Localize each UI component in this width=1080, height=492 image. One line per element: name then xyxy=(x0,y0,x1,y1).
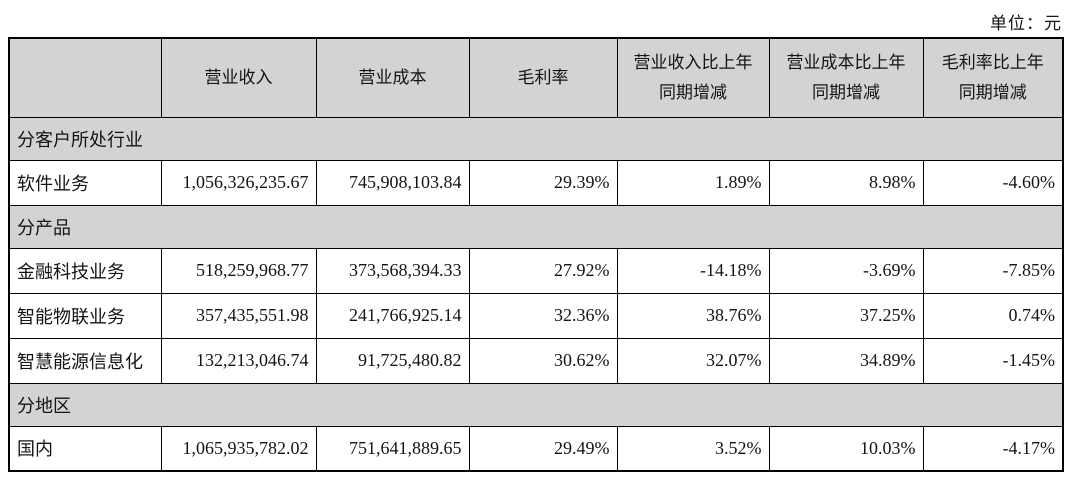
table-row: 软件业务 1,056,326,235.67 745,908,103.84 29.39%… xyxy=(8,159,1064,206)
value-cell: 241,766,925.14 xyxy=(315,292,470,339)
row-label: 国内 xyxy=(8,425,162,472)
value-cell: 751,641,889.65 xyxy=(315,425,470,472)
section-row: 分客户所处行业 xyxy=(8,116,1064,161)
header-cell-empty xyxy=(8,37,162,118)
value-cell: -3.69% xyxy=(768,247,924,294)
table-row: 国内 1,065,935,782.02 751,641,889.65 29.49% 3.… xyxy=(8,425,1064,472)
value-cell: 27.92% xyxy=(468,247,618,294)
value-cell: 10.03% xyxy=(768,425,924,472)
value-cell: -1.45% xyxy=(922,337,1064,384)
financial-breakdown-table: 营业收入 营业成本 毛利率 营业收入比上年同期增减 营业成本比上年同期增减 毛利率比上年同… xyxy=(8,37,1064,472)
section-row: 分地区 xyxy=(8,382,1064,427)
table-row: 智能物联业务 357,435,551.98 241,766,925.14 32.36%… xyxy=(8,292,1064,339)
table-header: 营业收入 营业成本 毛利率 营业收入比上年同期增减 营业成本比上年同期增减 毛利率比上年同… xyxy=(8,37,1064,118)
header-cell: 营业成本 xyxy=(315,37,470,118)
value-cell: 29.49% xyxy=(468,425,618,472)
value-cell: -4.60% xyxy=(922,159,1064,206)
value-cell: -14.18% xyxy=(616,247,770,294)
row-label: 软件业务 xyxy=(8,159,162,206)
section-title: 分客户所处行业 xyxy=(8,116,1064,161)
header-cell: 毛利率 xyxy=(468,37,618,118)
value-cell: 32.36% xyxy=(468,292,618,339)
value-cell: 132,213,046.74 xyxy=(160,337,317,384)
value-cell: 0.74% xyxy=(922,292,1064,339)
value-cell: 30.62% xyxy=(468,337,618,384)
table-row: 智慧能源信息化 132,213,046.74 91,725,480.82 30.62%… xyxy=(8,337,1064,384)
value-cell: 373,568,394.33 xyxy=(315,247,470,294)
value-cell: 37.25% xyxy=(768,292,924,339)
value-cell: 1,056,326,235.67 xyxy=(160,159,317,206)
row-label: 智能物联业务 xyxy=(8,292,162,339)
value-cell: 357,435,551.98 xyxy=(160,292,317,339)
value-cell: 34.89% xyxy=(768,337,924,384)
unit-label: 单位：元 xyxy=(990,14,1062,33)
value-cell: 38.76% xyxy=(616,292,770,339)
section-row: 分产品 xyxy=(8,204,1064,249)
value-cell: 518,259,968.77 xyxy=(160,247,317,294)
header-cell: 营业收入 xyxy=(160,37,317,118)
header-cell: 营业成本比上年同期增减 xyxy=(768,37,924,118)
value-cell: 745,908,103.84 xyxy=(315,159,470,206)
value-cell: -4.17% xyxy=(922,425,1064,472)
value-cell: 3.52% xyxy=(616,425,770,472)
value-cell: 1,065,935,782.02 xyxy=(160,425,317,472)
section-title: 分地区 xyxy=(8,382,1064,427)
value-cell: -7.85% xyxy=(922,247,1064,294)
table-row: 金融科技业务 518,259,968.77 373,568,394.33 27.92%… xyxy=(8,247,1064,294)
row-label: 金融科技业务 xyxy=(8,247,162,294)
section-title: 分产品 xyxy=(8,204,1064,249)
value-cell: 1.89% xyxy=(616,159,770,206)
value-cell: 29.39% xyxy=(468,159,618,206)
value-cell: 91,725,480.82 xyxy=(315,337,470,384)
header-cell: 营业收入比上年同期增减 xyxy=(616,37,770,118)
header-cell: 毛利率比上年同期增减 xyxy=(922,37,1064,118)
header-row: 营业收入 营业成本 毛利率 营业收入比上年同期增减 营业成本比上年同期增减 毛利率比上年同… xyxy=(8,37,1064,118)
value-cell: 8.98% xyxy=(768,159,924,206)
row-label: 智慧能源信息化 xyxy=(8,337,162,384)
value-cell: 32.07% xyxy=(616,337,770,384)
table-body: 分客户所处行业 软件业务 1,056,326,235.67 745,908,103.8… xyxy=(8,116,1064,472)
